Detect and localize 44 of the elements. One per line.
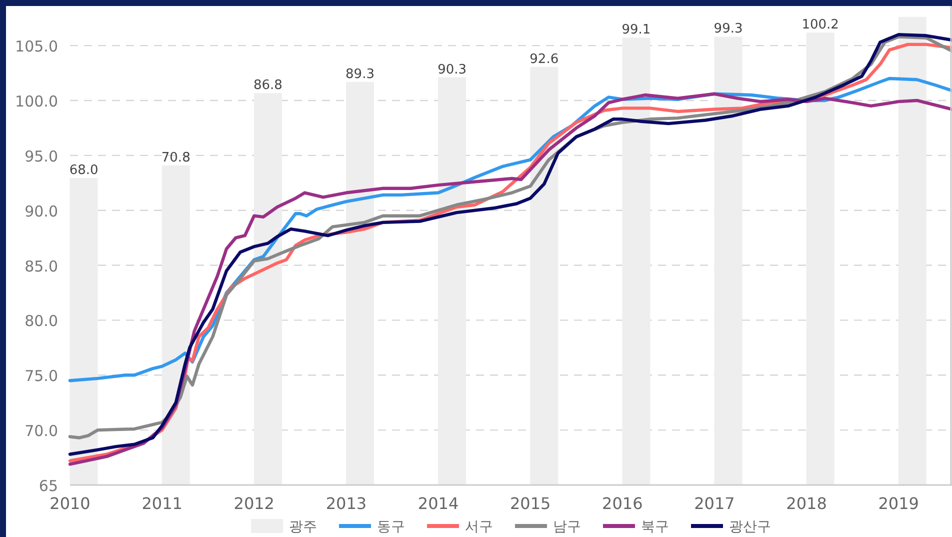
x-tick-label: 2017 xyxy=(694,494,735,513)
legend-label: 광주 xyxy=(289,519,317,535)
bar xyxy=(714,36,742,485)
bar xyxy=(622,38,650,485)
data-label: 99.1 xyxy=(622,22,651,38)
x-tick-label: 2012 xyxy=(234,494,274,513)
y-tick-label: 75.0 xyxy=(24,367,58,386)
y-tick-label: 95.0 xyxy=(24,147,58,166)
x-tick-label: 2013 xyxy=(326,494,367,513)
data-label: 68.0 xyxy=(69,163,98,178)
y-tick-label: 100.0 xyxy=(15,92,58,110)
x-tick-label: 2014 xyxy=(418,494,459,513)
x-tick-label: 2011 xyxy=(142,494,182,513)
y-tick-label: 70.0 xyxy=(24,422,58,440)
legend-label: 남구 xyxy=(553,519,581,535)
x-tick-label: 2015 xyxy=(510,494,551,513)
y-tick-label: 85.0 xyxy=(24,257,58,276)
bar xyxy=(806,32,834,485)
data-label: 92.6 xyxy=(530,52,559,67)
y-tick-label: 80.0 xyxy=(24,312,58,330)
x-tick-label: 2010 xyxy=(50,494,90,513)
legend-label: 동구 xyxy=(377,519,405,535)
data-label: 90.3 xyxy=(438,62,467,78)
x-tick-label: 2019 xyxy=(878,494,919,513)
y-tick-label: 90.0 xyxy=(24,202,58,220)
data-label: 89.3 xyxy=(346,66,374,82)
legend-label: 서구 xyxy=(465,519,493,535)
data-label: 99.3 xyxy=(714,22,743,37)
bar xyxy=(254,93,282,485)
bar xyxy=(346,82,374,485)
legend-label: 광산구 xyxy=(729,519,771,535)
data-label: 86.8 xyxy=(253,78,282,94)
bar xyxy=(162,165,190,485)
data-label: 70.8 xyxy=(161,150,190,166)
x-tick-label: 2018 xyxy=(786,494,827,513)
bar xyxy=(898,16,926,485)
y-tick-label: 105.0 xyxy=(15,38,58,56)
bar xyxy=(530,66,558,485)
data-label: 100.2 xyxy=(802,18,839,33)
x-tick-label: 2016 xyxy=(602,494,643,513)
y-tick-label: 65 xyxy=(38,477,58,495)
bar xyxy=(438,77,466,485)
legend-label: 북구 xyxy=(641,519,669,535)
bar xyxy=(70,178,98,485)
